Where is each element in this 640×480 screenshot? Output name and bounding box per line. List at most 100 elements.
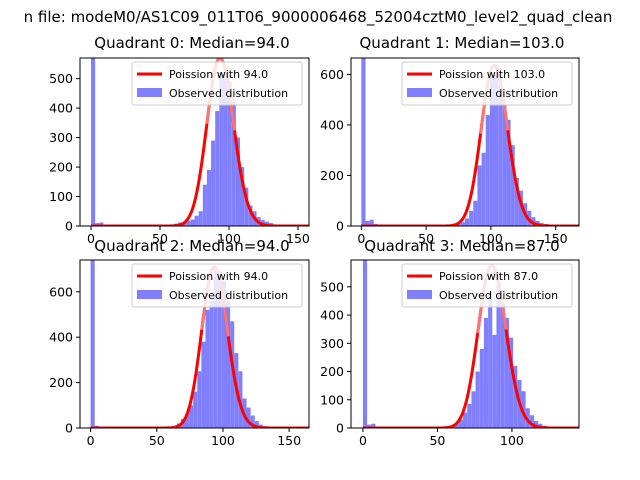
histogram-bar xyxy=(264,221,269,226)
x-tick-label: 0 xyxy=(87,231,95,246)
legend-bar-swatch xyxy=(407,290,432,299)
histogram-bar xyxy=(246,407,251,428)
legend-box xyxy=(401,263,573,308)
y-tick-label: 100 xyxy=(49,189,73,204)
histogram-bar xyxy=(483,317,489,428)
histogram-bar xyxy=(211,140,216,226)
histogram-bar xyxy=(518,190,524,226)
histogram-bar xyxy=(90,260,95,428)
y-tick-label: 500 xyxy=(320,279,344,294)
legend-box xyxy=(131,61,303,106)
histogram-bar xyxy=(494,74,499,226)
axes-frame xyxy=(350,57,580,227)
histogram-bar xyxy=(469,210,474,226)
panel-quadrant-2: Quadrant 2: Median=94.0 0 50 100 150 0 200 400… xyxy=(49,237,310,448)
histogram-bar xyxy=(186,220,191,226)
x-tick-label: 50 xyxy=(418,231,434,246)
x-tick-label: 150 xyxy=(277,433,301,448)
histogram-bar xyxy=(485,114,490,226)
histogram-bar xyxy=(458,419,464,428)
histogram-bar xyxy=(205,309,210,428)
x-tick-label: 100 xyxy=(479,231,503,246)
histogram-bar xyxy=(471,391,476,428)
histogram-bar xyxy=(201,341,206,428)
x-tick-label: 0 xyxy=(87,433,95,448)
histogram-bar xyxy=(367,424,372,428)
panel-title: Quadrant 2: Median=94.0 xyxy=(94,237,289,255)
histogram-bar xyxy=(189,405,194,428)
x-tick-label: 150 xyxy=(544,231,568,246)
histogram-bar xyxy=(481,152,486,226)
histogram-bar xyxy=(215,111,220,226)
histogram-bar xyxy=(371,423,376,428)
histogram-bar xyxy=(227,81,232,226)
histogram-bar xyxy=(489,76,495,226)
y-tick-label: 0 xyxy=(336,219,344,234)
histogram-bar xyxy=(226,300,231,428)
y-tick-label: 300 xyxy=(49,130,73,145)
histogram-bar xyxy=(240,167,245,226)
histogram-bar xyxy=(508,337,514,428)
panel-quadrant-0: Quadrant 0: Median=94.0 0 50 100 150 0 100 200… xyxy=(49,34,310,246)
histogram-bar xyxy=(248,205,253,226)
y-tick-label: 200 xyxy=(49,160,73,175)
x-tick-label: 50 xyxy=(152,231,168,246)
plot-area: 0 50 100 150 0 100 200 300 400 500 Poission with 9… xyxy=(49,57,310,246)
axes-frame xyxy=(79,57,310,227)
histogram-bar xyxy=(492,334,497,428)
x-tick-label: 50 xyxy=(429,433,445,448)
legend-label-observed: Observed distribution xyxy=(169,87,288,100)
histogram-bar xyxy=(467,404,472,428)
y-tick-label: 400 xyxy=(320,117,344,132)
legend-label-poisson: Poission with 87.0 xyxy=(439,270,538,283)
histogram-bar xyxy=(221,280,227,428)
plot-area: 0 50 100 150 0 200 400 600 Poission with 94.0 Obs… xyxy=(49,259,310,448)
y-tick-label: 600 xyxy=(320,67,344,82)
y-tick-label: 200 xyxy=(320,364,344,379)
plot-area: 0 50 100 150 0 200 400 600 Poission with 103.0 Ob… xyxy=(320,57,580,246)
legend-label-poisson: Poission with 94.0 xyxy=(169,270,268,283)
histogram-bar xyxy=(244,187,249,226)
histogram-bar xyxy=(460,222,465,226)
histogram-bar xyxy=(498,84,503,226)
histogram-bar xyxy=(488,292,493,428)
histogram-bar xyxy=(504,317,509,428)
histogram-bar xyxy=(456,223,461,226)
y-tick-label: 400 xyxy=(49,330,73,345)
x-tick-label: 0 xyxy=(357,231,365,246)
histogram-bar xyxy=(213,269,218,428)
x-tick-label: 50 xyxy=(149,433,165,448)
legend-bar-swatch xyxy=(137,88,162,97)
x-tick-label: 100 xyxy=(217,231,241,246)
histogram-bar xyxy=(184,414,190,428)
histogram-bar xyxy=(463,412,468,428)
legend-label-observed: Observed distribution xyxy=(439,289,558,302)
histogram-bar xyxy=(510,145,515,226)
histogram-bar xyxy=(198,211,203,226)
histogram-bar xyxy=(206,170,212,226)
histogram-bar xyxy=(99,222,104,226)
histogram-bar xyxy=(521,391,526,428)
histogram-bar xyxy=(496,284,501,428)
legend-box xyxy=(131,263,303,308)
histogram-bar xyxy=(465,218,470,226)
y-tick-label: 500 xyxy=(49,71,73,86)
histogram-bar xyxy=(506,119,511,226)
figure-suptitle: n file: modeM0/AS1C09_011T06_9000006468_… xyxy=(24,8,613,27)
x-tick-label: 100 xyxy=(500,433,524,448)
histogram-bar xyxy=(473,200,478,226)
legend-label-poisson: Poission with 103.0 xyxy=(439,68,545,81)
panel-title: Quadrant 1: Median=103.0 xyxy=(360,34,565,52)
histogram-bar xyxy=(202,184,207,226)
y-tick-label: 400 xyxy=(320,308,344,323)
histogram-bar xyxy=(475,371,480,428)
histogram-bar xyxy=(190,219,195,226)
axes-frame xyxy=(350,259,580,429)
x-tick-label: 150 xyxy=(286,231,310,246)
y-tick-label: 200 xyxy=(49,375,73,390)
histogram-bar xyxy=(230,321,235,428)
y-tick-label: 100 xyxy=(320,392,344,407)
histogram-bar xyxy=(533,420,539,428)
histogram-bar xyxy=(362,260,368,428)
panel-quadrant-3: Quadrant 3: Median=87.0 0 50 100 0 100 200 300… xyxy=(320,237,580,448)
